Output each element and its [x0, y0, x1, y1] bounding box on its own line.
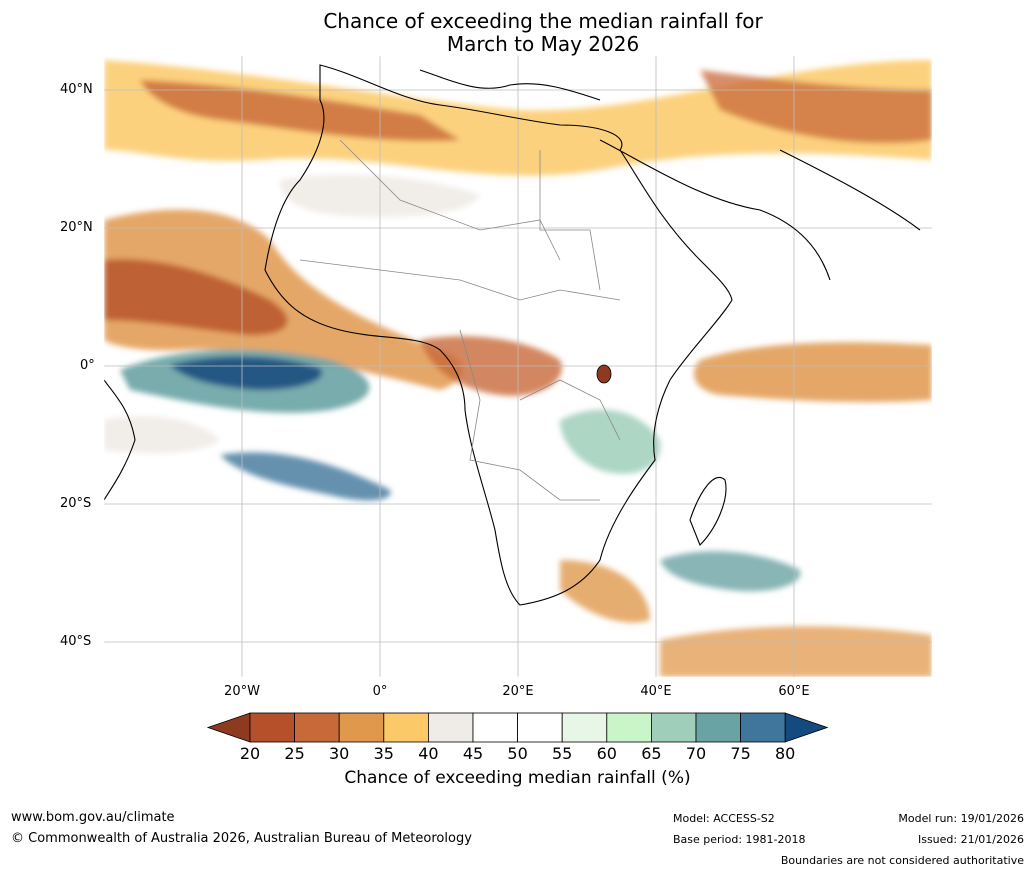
lon-label-20e: 20°E	[502, 684, 534, 699]
border-sahel-north	[339, 139, 561, 261]
footer-issued: Issued: 21/01/2026	[917, 833, 1024, 846]
south-america-coastline	[104, 379, 136, 501]
shading-atlantic-neutral	[104, 416, 220, 453]
colorbar-tick-45: 45	[462, 744, 484, 763]
africa-coastline	[264, 64, 733, 606]
map-title-line-2: March to May 2026	[446, 32, 640, 56]
shading-atlantic-core-dry	[104, 259, 288, 335]
colorbar-bin-30-35	[338, 712, 385, 743]
lat-label-40s: 40°S	[60, 634, 92, 649]
colorbar-tick-50: 50	[507, 744, 528, 763]
colorbar-bin-70-75	[695, 712, 741, 743]
colorbar-bin-55-60	[561, 712, 608, 743]
coastlines	[104, 64, 921, 606]
footer-model: Model: ACCESS-S2	[673, 812, 775, 825]
border-great-lakes	[519, 379, 621, 441]
colorbar-tick-25: 25	[284, 744, 305, 763]
lat-label-40n: 40°N	[60, 82, 93, 97]
shading-south-atlantic-wet	[220, 452, 391, 501]
lon-label-20w: 20°W	[224, 684, 260, 699]
shading-west-africa-dry	[104, 209, 463, 390]
colorbar	[206, 712, 829, 743]
colorbar-low-extension	[206, 712, 251, 743]
border-sahel-south	[299, 259, 621, 301]
colorbar-bin-20-25	[249, 712, 295, 743]
colorbar-bin-45-50	[472, 712, 518, 743]
colorbar-bin-60-65	[606, 712, 652, 743]
colorbar-tick-40: 40	[418, 744, 439, 763]
colorbar-bin-35-40	[383, 712, 429, 743]
colorbar-tick-30: 30	[329, 744, 350, 763]
colorbar-bin-50-55	[517, 712, 563, 743]
colorbar-label: Chance of exceeding median rainfall (%)	[344, 768, 691, 788]
country-borders	[299, 139, 621, 501]
colorbar-tick-75: 75	[730, 744, 751, 763]
lat-label-20s: 20°S	[60, 496, 92, 511]
lat-label-0: 0°	[80, 358, 95, 373]
map-frame	[103, 55, 933, 678]
shading-south-indian-wet	[660, 551, 801, 592]
map-title-line-1: Chance of exceeding the median rainfall …	[323, 9, 763, 33]
shading-indian-ocean-dry	[694, 342, 932, 403]
colorbar-tick-55: 55	[552, 744, 573, 763]
colorbar-high-extension	[784, 712, 829, 743]
arabia-coastline	[599, 139, 921, 281]
footer-disclaimer: Boundaries are not considered authoritat…	[780, 854, 1024, 867]
lon-label-40e: 40°E	[640, 684, 672, 699]
footer-base-period: Base period: 1981-2018	[673, 833, 806, 846]
colorbar-tick-60: 60	[596, 744, 617, 763]
madagascar-coastline	[689, 477, 727, 546]
colorbar-tick-80: 80	[775, 744, 796, 763]
colorbar-bin-75-80	[740, 712, 786, 743]
colorbar-tick-20: 20	[239, 744, 261, 763]
shading-atlantic-wet-core	[170, 356, 322, 390]
shading-middle-east-core	[700, 70, 932, 144]
lat-label-20n: 20°N	[60, 220, 93, 235]
shading-east-africa-wet	[560, 409, 661, 474]
colorbar-bin-40-45	[427, 712, 474, 743]
colorbar-bin-65-70	[651, 712, 697, 743]
rainfall-probability-map	[104, 56, 932, 677]
lake-victoria-shading	[596, 364, 612, 384]
footer-model-run: Model run: 19/01/2026	[898, 812, 1024, 825]
footer-copyright: © Commonwealth of Australia 2026, Austra…	[11, 831, 472, 846]
lon-label-0: 0°	[372, 684, 388, 699]
colorbar-tick-65: 65	[641, 744, 662, 763]
colorbar-bin-25-30	[294, 712, 340, 743]
border-central-south	[459, 329, 600, 501]
shading-southern-ocean-dry	[660, 626, 932, 677]
colorbar-tick-35: 35	[373, 744, 394, 763]
footer-website: www.bom.gov.au/climate	[11, 810, 175, 825]
border-east-north	[539, 150, 601, 291]
lon-label-60e: 60°E	[778, 684, 810, 699]
europe-coastline	[419, 69, 601, 101]
shading-south-africa-coast-dry	[560, 560, 650, 623]
colorbar-tick-70: 70	[685, 744, 707, 763]
